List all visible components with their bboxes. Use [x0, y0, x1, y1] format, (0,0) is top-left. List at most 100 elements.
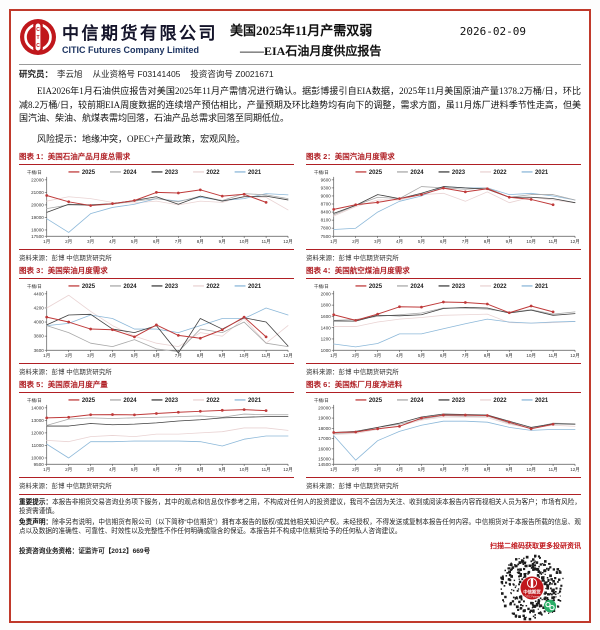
svg-text:19000: 19000	[31, 215, 44, 220]
svg-text:1400: 1400	[321, 325, 332, 330]
svg-text:6月: 6月	[440, 353, 447, 359]
svg-text:12月: 12月	[570, 353, 580, 359]
svg-text:4月: 4月	[109, 353, 116, 359]
svg-text:1月: 1月	[330, 353, 337, 359]
svg-text:7月: 7月	[175, 353, 182, 359]
svg-text:2023: 2023	[452, 398, 466, 404]
brand-name-en: CITIC Futures Company Limited	[62, 45, 200, 55]
svg-text:2月: 2月	[65, 467, 72, 473]
svg-text:18000: 18000	[31, 227, 44, 232]
svg-text:6月: 6月	[440, 239, 447, 245]
chart-block-5: 图表 5：美国原油月度产量 9500 10000 11000 12000 13000 14…	[19, 379, 294, 490]
svg-text:5月: 5月	[131, 239, 138, 245]
brand-names: 中信期货有限公司 CITIC Futures Company Limited	[62, 19, 218, 55]
disclaimer-label: 免责声明：	[19, 518, 53, 526]
svg-text:1月: 1月	[330, 239, 337, 245]
important-notice-text: 本报告非期货交易咨询业务项下服务，其中的观点和信息仅作参考之用，不构成对任何人的…	[19, 498, 581, 516]
svg-text:12000: 12000	[31, 430, 44, 435]
svg-text:3月: 3月	[374, 239, 381, 245]
svg-text:9000: 9000	[321, 193, 332, 198]
report-title-line1: 美国2025年11月产需双弱	[230, 23, 373, 38]
svg-text:7月: 7月	[462, 467, 469, 473]
svg-text:14500: 14500	[318, 461, 331, 466]
svg-text:2024: 2024	[410, 398, 424, 404]
svg-text:10月: 10月	[239, 467, 249, 473]
chart-5-source: 资料来源：彭博 中信期货研究所	[19, 476, 294, 490]
report-header: C T C 中信期货有限公司 CITIC Futures Company Lim…	[19, 18, 581, 59]
svg-text:2月: 2月	[352, 353, 359, 359]
svg-text:9月: 9月	[506, 467, 513, 473]
svg-text:10月: 10月	[239, 353, 249, 359]
researcher-label: 研究员：	[19, 69, 54, 79]
svg-text:17000: 17000	[318, 436, 331, 441]
footer-bottom-row: 投资咨询业务资格：证监许可【2012】669号 扫描二维码获取更多投研资讯 中信…	[19, 538, 581, 621]
svg-text:3月: 3月	[87, 239, 94, 245]
svg-text:8100: 8100	[321, 217, 332, 222]
svg-text:16000: 16000	[318, 446, 331, 451]
svg-text:5月: 5月	[131, 353, 138, 359]
svg-text:2月: 2月	[352, 239, 359, 245]
svg-text:8月: 8月	[484, 239, 491, 245]
researcher-name: 李云旭	[57, 69, 83, 79]
svg-text:2022: 2022	[493, 284, 507, 290]
svg-text:2023: 2023	[165, 398, 179, 404]
svg-text:7500: 7500	[321, 233, 332, 238]
svg-text:8700: 8700	[321, 201, 332, 206]
report-date: 2026-02-09	[459, 25, 526, 38]
svg-text:6月: 6月	[153, 467, 160, 473]
svg-text:2021: 2021	[535, 170, 549, 176]
svg-text:21000: 21000	[31, 189, 44, 194]
svg-text:10月: 10月	[526, 239, 536, 245]
svg-text:8月: 8月	[197, 353, 204, 359]
risk-notice: 风险提示：地缘冲突，OPEC+产量政策，宏观风险。	[37, 133, 246, 144]
svg-text:9300: 9300	[321, 185, 332, 190]
researcher-cert1: 从业资格号 F03141405	[92, 69, 181, 79]
svg-text:8月: 8月	[197, 239, 204, 245]
svg-text:7月: 7月	[175, 239, 182, 245]
chart-2-title: 图表 2：美国汽油月度需求	[306, 151, 581, 165]
svg-text:2022: 2022	[493, 170, 507, 176]
svg-text:9月: 9月	[506, 239, 513, 245]
svg-text:11月: 11月	[261, 353, 270, 359]
svg-text:2月: 2月	[65, 239, 72, 245]
svg-text:2024: 2024	[410, 170, 424, 176]
chart-block-2: 图表 2：美国汽油月度需求 7500 7800 8100 8400 8700 9000 93…	[306, 151, 581, 262]
svg-text:2024: 2024	[123, 284, 137, 290]
svg-text:千桶/日: 千桶/日	[314, 168, 329, 175]
brand-name-zh: 中信期货有限公司	[62, 24, 218, 43]
svg-text:C: C	[36, 27, 40, 33]
svg-text:6月: 6月	[153, 353, 160, 359]
chart-6-title: 图表 6：美国炼厂月度净进料	[306, 379, 581, 393]
svg-text:CITIC Futures: CITIC Futures	[524, 596, 540, 599]
svg-text:19000: 19000	[318, 415, 331, 420]
chart-1-title: 图表 1：美国石油产品月度总需求	[19, 151, 294, 165]
qr-area: 扫描二维码获取更多投研资讯 中信期货 CITIC Futures	[490, 538, 581, 621]
svg-text:17500: 17500	[31, 233, 44, 238]
chart-3-source: 资料来源：彭博 中信期货研究所	[19, 362, 294, 376]
svg-text:2022: 2022	[493, 398, 507, 404]
svg-text:9月: 9月	[219, 239, 226, 245]
report-footer: 重要提示：本报告非期货交易咨询业务项下服务，其中的观点和信息仅作参考之用，不构成…	[19, 493, 581, 621]
svg-text:2025: 2025	[82, 284, 96, 290]
svg-text:3月: 3月	[87, 353, 94, 359]
svg-text:11月: 11月	[548, 239, 557, 245]
svg-text:2024: 2024	[410, 284, 424, 290]
svg-text:中信期货: 中信期货	[523, 588, 541, 595]
svg-text:2000: 2000	[321, 291, 332, 296]
svg-text:7月: 7月	[462, 353, 469, 359]
disclaimer: 免责声明：除非另有说明，中信期货有限公司（以下简称“中信期货”）拥有本报告的版权…	[19, 518, 581, 537]
svg-text:10月: 10月	[239, 239, 249, 245]
chart-5-title: 图表 5：美国原油月度产量	[19, 379, 294, 393]
svg-text:4月: 4月	[109, 467, 116, 473]
svg-text:8400: 8400	[321, 209, 332, 214]
svg-text:2024: 2024	[123, 170, 137, 176]
svg-text:18000: 18000	[318, 426, 331, 431]
svg-text:10000: 10000	[31, 455, 44, 460]
svg-text:2025: 2025	[369, 284, 383, 290]
svg-text:5月: 5月	[418, 467, 425, 473]
svg-text:2025: 2025	[82, 398, 96, 404]
svg-text:2021: 2021	[535, 398, 549, 404]
svg-text:6月: 6月	[440, 467, 447, 473]
svg-text:千桶/日: 千桶/日	[314, 282, 329, 289]
